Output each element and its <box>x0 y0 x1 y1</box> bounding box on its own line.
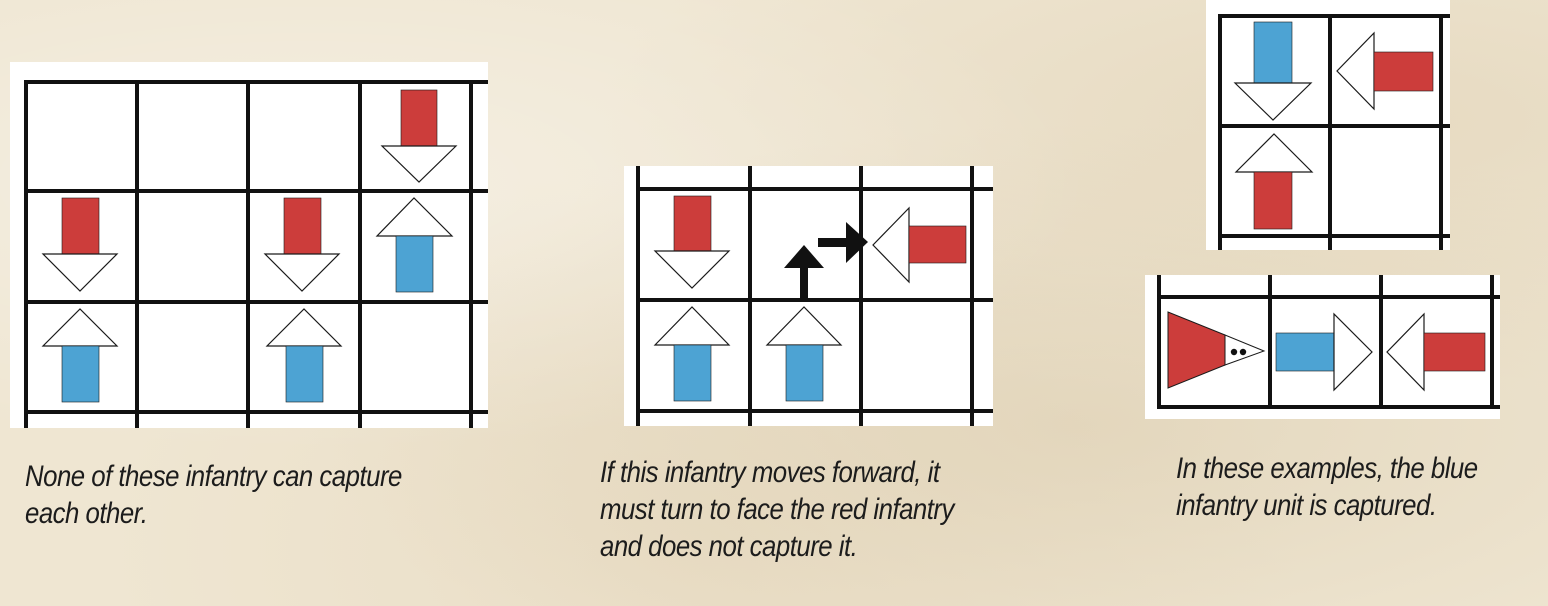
red-infantry-unit <box>263 197 341 292</box>
caption-turn-to-face: If this infantry moves forward, it must … <box>600 456 954 563</box>
grid-lines <box>24 80 488 428</box>
grid-lines <box>1218 14 1450 250</box>
diagram-turn-to-face <box>624 166 993 426</box>
blue-infantry-unit <box>41 308 119 403</box>
red-infantry-unit <box>872 206 967 284</box>
blue-infantry-unit <box>1275 312 1373 392</box>
blue-infantry-unit <box>1233 21 1313 121</box>
blue-infantry-unit <box>653 306 731 402</box>
caption-capture-examples: In these examples, the blue infantry uni… <box>1176 452 1478 522</box>
blue-infantry-unit <box>765 306 843 402</box>
diagram-capture-example-1 <box>1206 0 1450 250</box>
red-infantry-unit <box>380 89 458 183</box>
blue-infantry-unit <box>375 197 454 293</box>
red-artillery-unit <box>1167 311 1266 389</box>
red-infantry-unit <box>1234 133 1314 230</box>
red-infantry-unit <box>1336 31 1434 111</box>
blue-infantry-unit <box>265 308 343 403</box>
move-path-arrow <box>784 222 868 298</box>
diagram-no-capture <box>10 62 488 428</box>
red-infantry-unit <box>1386 312 1486 392</box>
grid-lines <box>1157 275 1500 409</box>
red-infantry-unit <box>653 195 731 289</box>
red-infantry-unit <box>41 197 119 292</box>
grid-lines <box>636 166 993 426</box>
diagram-capture-example-2 <box>1145 275 1500 419</box>
caption-no-capture: None of these infantry can capture each … <box>25 460 402 530</box>
